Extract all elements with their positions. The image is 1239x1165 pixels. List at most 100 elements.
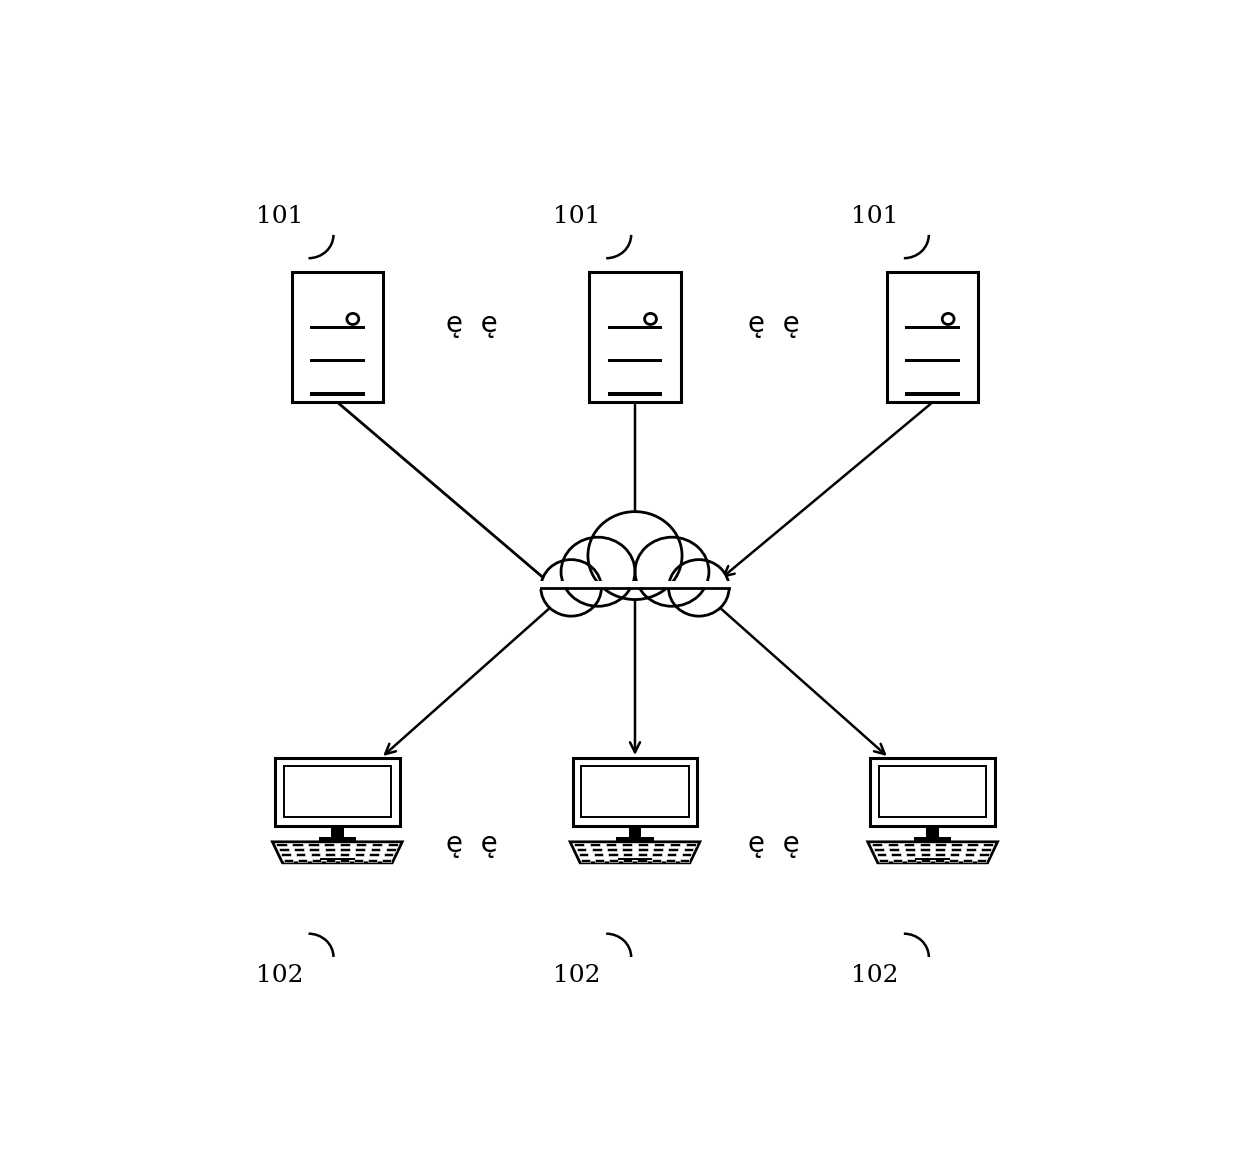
- Bar: [310, 393, 364, 396]
- Bar: [275, 758, 400, 826]
- Bar: [628, 826, 642, 838]
- Bar: [341, 843, 351, 846]
- Bar: [878, 767, 986, 818]
- Bar: [311, 854, 320, 856]
- Bar: [935, 848, 945, 852]
- Bar: [927, 826, 939, 838]
- Bar: [950, 854, 959, 856]
- Bar: [890, 848, 900, 852]
- Bar: [384, 854, 394, 856]
- Bar: [279, 848, 289, 852]
- Polygon shape: [570, 842, 700, 863]
- Bar: [331, 826, 343, 838]
- Bar: [607, 359, 663, 362]
- Bar: [622, 848, 632, 852]
- Bar: [968, 843, 978, 846]
- Bar: [872, 843, 882, 846]
- Bar: [906, 393, 960, 396]
- Bar: [590, 273, 680, 402]
- Bar: [608, 854, 618, 856]
- Bar: [667, 854, 676, 856]
- Bar: [638, 859, 647, 862]
- Bar: [606, 843, 616, 846]
- Bar: [607, 326, 663, 330]
- Text: ę  ę: ę ę: [446, 829, 498, 857]
- Bar: [891, 854, 901, 856]
- Bar: [382, 859, 392, 862]
- Text: ę  ę: ę ę: [748, 829, 800, 857]
- Bar: [294, 848, 304, 852]
- Bar: [296, 854, 305, 856]
- Bar: [916, 857, 950, 860]
- Bar: [950, 848, 960, 852]
- Bar: [907, 859, 916, 862]
- Bar: [534, 580, 736, 588]
- Bar: [284, 859, 292, 862]
- Bar: [326, 859, 335, 862]
- Bar: [579, 854, 589, 856]
- Bar: [292, 843, 302, 846]
- Bar: [904, 848, 914, 852]
- Bar: [318, 838, 356, 841]
- Bar: [572, 758, 698, 826]
- Bar: [681, 854, 691, 856]
- Bar: [370, 848, 380, 852]
- Bar: [887, 273, 979, 402]
- Bar: [607, 393, 663, 396]
- Bar: [607, 848, 617, 852]
- Bar: [369, 854, 379, 856]
- Bar: [685, 843, 696, 846]
- Bar: [310, 848, 320, 852]
- Bar: [368, 859, 377, 862]
- Bar: [276, 843, 286, 846]
- Bar: [284, 767, 392, 818]
- Text: 101: 101: [554, 205, 601, 227]
- Bar: [652, 854, 662, 856]
- Bar: [616, 838, 654, 841]
- Bar: [906, 854, 916, 856]
- Bar: [325, 848, 335, 852]
- Bar: [893, 859, 902, 862]
- Bar: [623, 854, 632, 856]
- Bar: [581, 859, 590, 862]
- Bar: [576, 848, 586, 852]
- Bar: [949, 859, 958, 862]
- Bar: [919, 843, 929, 846]
- Bar: [669, 843, 680, 846]
- Bar: [875, 848, 885, 852]
- Bar: [297, 859, 307, 862]
- Bar: [596, 859, 605, 862]
- Bar: [291, 273, 383, 402]
- Bar: [876, 854, 886, 856]
- Bar: [935, 859, 944, 862]
- Bar: [312, 859, 321, 862]
- Bar: [592, 848, 602, 852]
- Bar: [878, 859, 888, 862]
- Bar: [963, 859, 973, 862]
- Bar: [921, 848, 930, 852]
- Bar: [870, 758, 995, 826]
- Bar: [906, 326, 960, 330]
- Bar: [354, 859, 363, 862]
- Bar: [965, 854, 974, 856]
- Text: ę  ę: ę ę: [748, 310, 800, 338]
- Bar: [388, 843, 398, 846]
- Text: 101: 101: [851, 205, 898, 227]
- Bar: [935, 854, 944, 856]
- Bar: [952, 843, 961, 846]
- Bar: [354, 854, 364, 856]
- Bar: [574, 843, 585, 846]
- Circle shape: [634, 537, 709, 606]
- Circle shape: [669, 559, 729, 616]
- Bar: [979, 854, 989, 856]
- Bar: [281, 854, 291, 856]
- Bar: [617, 857, 653, 860]
- Text: 102: 102: [255, 965, 304, 988]
- Bar: [325, 843, 335, 846]
- Bar: [339, 854, 349, 856]
- Bar: [654, 843, 664, 846]
- Bar: [921, 854, 930, 856]
- Bar: [935, 843, 945, 846]
- Bar: [623, 859, 632, 862]
- Bar: [622, 843, 632, 846]
